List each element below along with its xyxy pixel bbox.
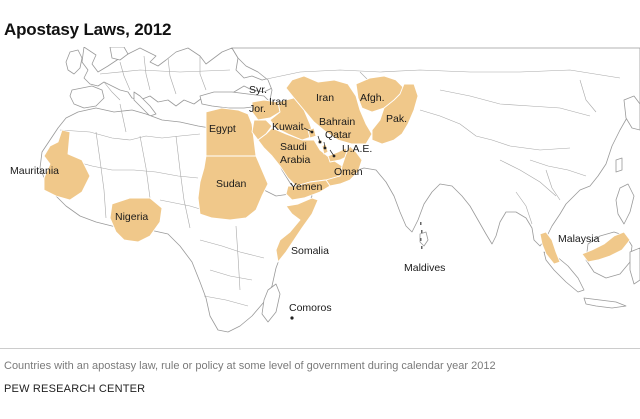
country-syria (251, 99, 281, 121)
world-map: Syr. Jor. Iraq Iran Afgh. Pak. Egypt Kuw… (0, 47, 640, 349)
country-malaysia-borneo (581, 231, 631, 263)
land-scandinavia (109, 47, 129, 61)
land-madagascar (261, 283, 281, 323)
country-malaysia-peninsula (539, 231, 561, 265)
comoros-island (290, 316, 294, 320)
country-yemen (285, 179, 331, 201)
land-east-islands (629, 247, 640, 285)
label-oman: Oman (334, 166, 363, 178)
label-saudi-line1: Saudi (280, 141, 307, 153)
country-pakistan (371, 83, 419, 145)
country-mauritania (43, 129, 91, 201)
highlighted-countries (43, 75, 631, 265)
label-saudi-line2: Arabia (280, 154, 311, 166)
label-syria: Syr. (249, 84, 267, 96)
country-nigeria (109, 197, 163, 243)
label-qatar: Qatar (325, 129, 352, 141)
land-italy (133, 91, 157, 117)
label-jordan: Jor. (249, 103, 266, 115)
label-maldives: Maldives (404, 262, 445, 274)
label-mauritania: Mauritania (10, 165, 59, 177)
label-nigeria: Nigeria (115, 211, 148, 223)
label-somalia: Somalia (291, 245, 329, 257)
label-egypt: Egypt (209, 123, 236, 135)
country-oman (325, 145, 363, 187)
land-taiwan (615, 157, 623, 173)
country-somalia (275, 197, 319, 263)
land-japan (623, 95, 640, 131)
maldives-islands (420, 222, 423, 249)
map-caption: Countries with an apostasy law, rule or … (4, 360, 496, 372)
label-yemen: Yemen (290, 181, 322, 193)
label-uae: U.A.E. (342, 143, 372, 155)
label-afghanistan: Afgh. (360, 92, 385, 104)
label-pakistan: Pak. (386, 113, 407, 125)
leader-lines (303, 127, 336, 158)
source-credit: PEW RESEARCH CENTER (4, 383, 146, 395)
label-iran: Iran (316, 92, 334, 104)
land-philippines (615, 183, 635, 225)
country-sudan (197, 155, 269, 221)
land-iberia (69, 85, 105, 109)
label-bahrain: Bahrain (319, 116, 355, 128)
label-comoros: Comoros (289, 302, 332, 314)
map-area: Syr. Jor. Iraq Iran Afgh. Pak. Egypt Kuw… (0, 47, 640, 349)
label-malaysia: Malaysia (558, 233, 600, 245)
land-britain (65, 49, 83, 75)
land-java (583, 297, 627, 309)
map-title: Apostasy Laws, 2012 (4, 20, 172, 39)
country-labels: Syr. Jor. Iraq Iran Afgh. Pak. Egypt Kuw… (10, 84, 600, 314)
label-kuwait: Kuwait (272, 121, 304, 133)
country-iran (285, 75, 373, 145)
label-iraq: Iraq (269, 96, 287, 108)
label-sudan: Sudan (216, 178, 247, 190)
